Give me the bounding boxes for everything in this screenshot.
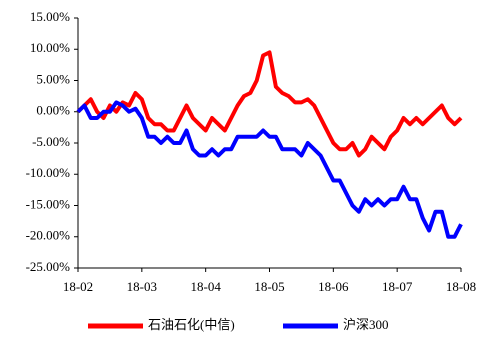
x-tick-label: 18-08	[446, 279, 476, 294]
x-tick-label: 18-06	[318, 279, 349, 294]
y-tick-label: 10.00%	[30, 40, 70, 55]
series-line	[76, 50, 463, 158]
series-line	[76, 100, 463, 239]
y-tick-label: -20.00%	[26, 228, 71, 243]
y-tick-label: -25.00%	[26, 259, 71, 274]
y-tick-label: -5.00%	[32, 134, 70, 149]
y-tick-label: 0.00%	[36, 103, 70, 118]
x-tick-label: 18-05	[254, 279, 284, 294]
x-tick-label: 18-03	[127, 279, 157, 294]
y-tick-label: -10.00%	[26, 165, 71, 180]
legend-label: 石油石化(中信)	[148, 317, 235, 332]
y-tick-label: 15.00%	[30, 9, 70, 24]
x-tick-label: 18-07	[382, 279, 413, 294]
y-tick-label: -15.00%	[26, 196, 71, 211]
y-tick-label: 5.00%	[36, 71, 70, 86]
legend-label: 沪深300	[343, 317, 389, 332]
x-tick-label: 18-04	[190, 279, 221, 294]
x-tick-label: 18-02	[63, 279, 93, 294]
